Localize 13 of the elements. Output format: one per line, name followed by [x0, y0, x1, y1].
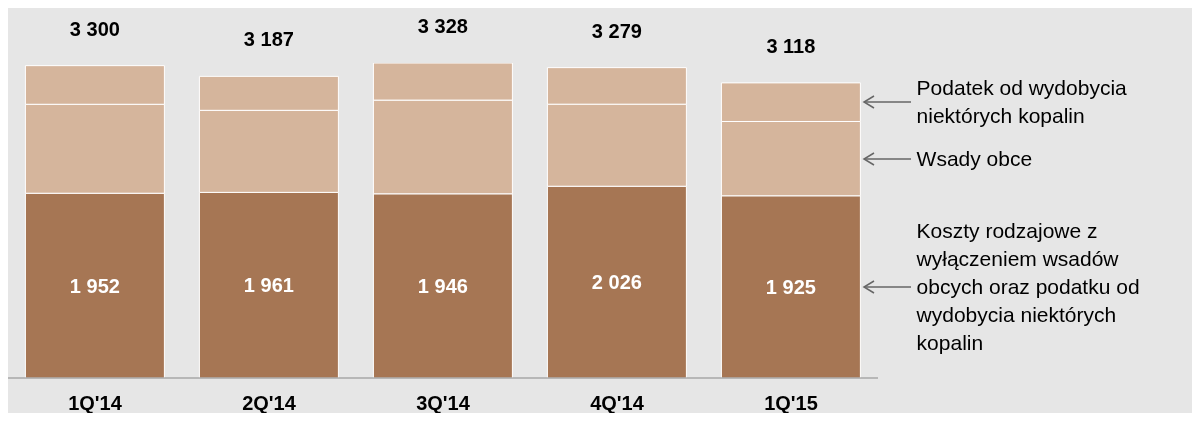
data-label: 1 925	[765, 275, 816, 298]
data-label: 1 946	[417, 274, 468, 297]
total-label: 3 187	[243, 28, 294, 51]
data-label: 2 026	[591, 271, 642, 294]
data-label: 1 952	[69, 274, 120, 297]
total-label: 3 328	[417, 15, 468, 37]
total-label: 3 118	[766, 34, 816, 57]
text: Podatek od wydobycia niektórych kopalin	[916, 75, 1128, 130]
total-label: 3 279	[591, 19, 642, 42]
text: Wsady obce	[916, 145, 1034, 172]
data-label: 1 961	[243, 274, 294, 297]
total-label: 3 300	[69, 17, 120, 40]
text: Koszty rodzajowe z wyłączeniem wsadów obcych oraz podatku od wydobycia niektórych kopalin	[916, 217, 1141, 356]
